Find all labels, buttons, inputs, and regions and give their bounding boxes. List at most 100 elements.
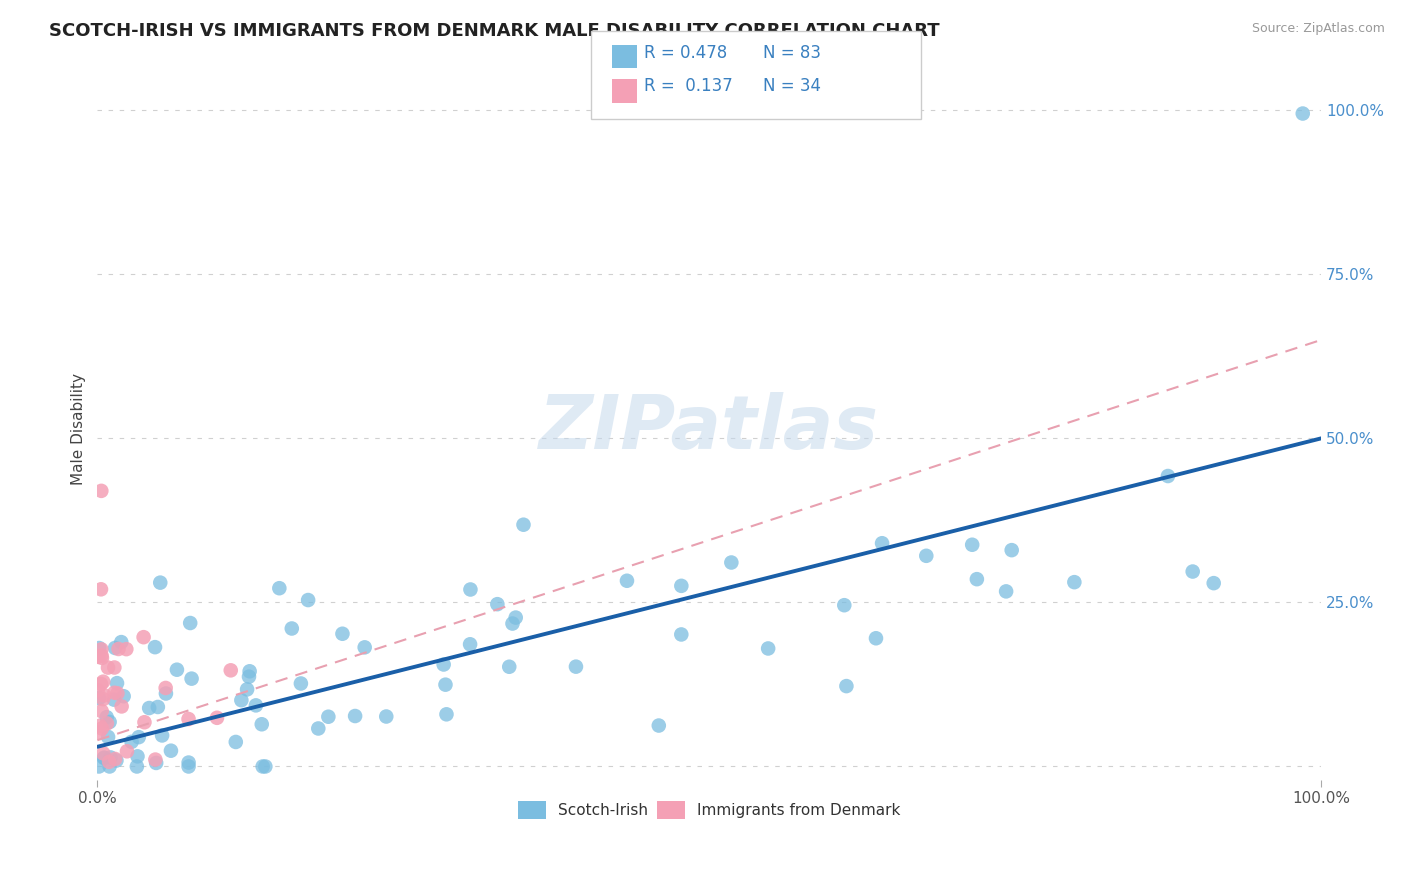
Point (250, 717, 273, 731)
Point (105, 754, 128, 768)
Point (307, 722, 329, 736)
Point (870, 536, 893, 550)
Point (97, 660, 120, 674)
Text: Source: ZipAtlas.com: Source: ZipAtlas.com (1251, 22, 1385, 36)
Y-axis label: Male Disability: Male Disability (72, 373, 86, 484)
Point (110, 699, 132, 714)
Point (160, 744, 183, 758)
Point (353, 640, 375, 655)
Point (502, 616, 524, 631)
Point (149, 575, 172, 590)
Text: N = 83: N = 83 (763, 44, 821, 62)
Point (1157, 469, 1180, 483)
Point (107, 642, 129, 657)
Point (205, 711, 228, 725)
Point (177, 756, 200, 770)
Point (100, 750, 122, 764)
Legend: Scotch-Irish, Immigrants from Denmark: Scotch-Irish, Immigrants from Denmark (512, 795, 907, 824)
Point (269, 581, 291, 595)
Point (155, 686, 177, 700)
Point (98, 714, 121, 729)
Point (93, 751, 115, 765)
Point (1202, 576, 1225, 591)
Point (96, 710, 118, 724)
Text: R = 0.478: R = 0.478 (644, 44, 727, 62)
Point (112, 690, 135, 704)
Text: SCOTCH-IRISH VS IMMIGRANTS FROM DENMARK MALE DISABILITY CORRELATION CHART: SCOTCH-IRISH VS IMMIGRANTS FROM DENMARK … (49, 22, 939, 40)
Point (87, 691, 110, 706)
Point (98, 755, 121, 769)
Point (177, 759, 200, 773)
Point (98, 759, 121, 773)
Point (87, 649, 110, 664)
Point (97, 730, 120, 744)
Point (865, 632, 887, 646)
Point (231, 693, 253, 707)
Point (179, 615, 201, 630)
Point (121, 735, 143, 749)
Point (915, 549, 938, 563)
Point (318, 710, 340, 724)
Point (96, 716, 118, 731)
Point (436, 707, 458, 722)
Point (87, 725, 110, 739)
Point (103, 692, 125, 706)
Point (332, 626, 354, 640)
Point (239, 665, 262, 679)
Point (671, 627, 693, 641)
Point (87, 759, 110, 773)
Point (104, 640, 127, 655)
Point (145, 756, 167, 770)
Point (150, 728, 173, 742)
Point (93, 688, 115, 702)
Point (254, 759, 277, 773)
Point (1292, 106, 1315, 120)
Text: ZIPatlas: ZIPatlas (540, 392, 879, 465)
Point (127, 749, 149, 764)
Point (128, 730, 150, 744)
Point (344, 709, 367, 723)
Point (835, 679, 858, 693)
Point (960, 538, 983, 552)
Point (238, 670, 260, 684)
Point (498, 659, 520, 673)
Point (91, 692, 114, 706)
Point (756, 641, 779, 656)
Point (460, 582, 482, 597)
Point (505, 610, 527, 624)
Point (236, 682, 259, 697)
Point (966, 572, 988, 586)
Point (138, 701, 160, 715)
Point (110, 635, 132, 649)
Point (90, 483, 112, 498)
Point (1181, 565, 1204, 579)
Point (565, 659, 588, 673)
Point (245, 698, 267, 713)
Point (107, 686, 129, 700)
Point (290, 676, 312, 690)
Point (143, 640, 166, 655)
Text: N = 34: N = 34 (763, 77, 821, 95)
Point (89, 719, 111, 733)
Point (252, 759, 274, 773)
Point (1063, 575, 1085, 590)
Point (297, 593, 319, 607)
Point (648, 718, 671, 732)
Point (143, 753, 166, 767)
Point (105, 676, 128, 690)
Point (995, 584, 1018, 599)
Point (90, 648, 112, 663)
Point (91, 651, 114, 665)
Point (512, 517, 534, 532)
Point (219, 663, 242, 677)
Point (180, 672, 202, 686)
Point (281, 622, 304, 636)
Point (720, 556, 742, 570)
Point (433, 657, 456, 672)
Point (87, 683, 110, 698)
Point (104, 752, 127, 766)
Point (115, 744, 138, 758)
Point (93, 751, 115, 765)
Point (90, 582, 112, 597)
Point (832, 598, 855, 612)
